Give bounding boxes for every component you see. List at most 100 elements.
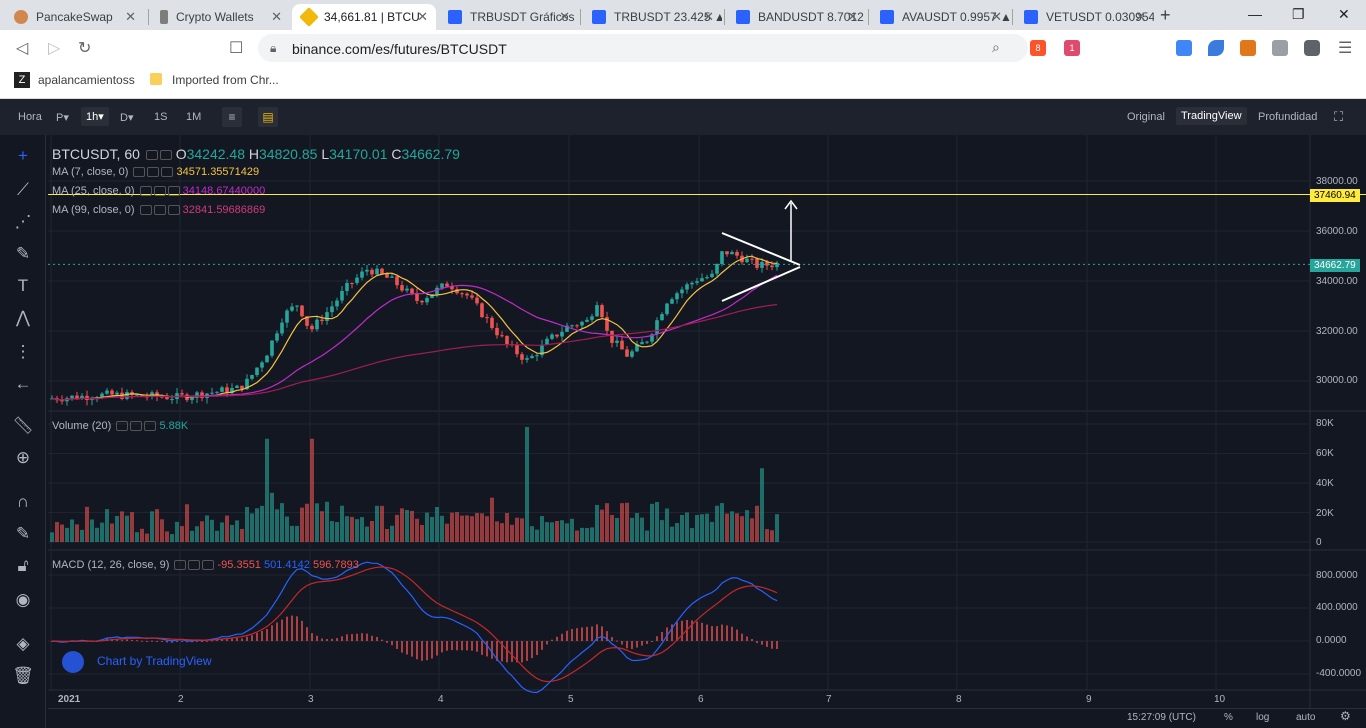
interval-hora[interactable]: Hora bbox=[18, 111, 42, 123]
settings-gear-icon[interactable]: ⚙ bbox=[1340, 709, 1351, 723]
tab-trbusdt[interactable]: TRBUSDT 23.425 ▲ ✕ bbox=[582, 4, 722, 30]
tab-avausdt[interactable]: AVAUSDT 0.9957 ▲ ✕ bbox=[870, 4, 1010, 30]
price-chart[interactable] bbox=[48, 135, 1366, 728]
volume-bar bbox=[745, 510, 749, 542]
tab-crypto-wallets[interactable]: Crypto Wallets ✕ bbox=[150, 4, 290, 30]
eye-icon[interactable] bbox=[139, 186, 152, 197]
close-icon[interactable]: ✕ bbox=[1135, 9, 1146, 24]
fib-icon[interactable]: ⋰ bbox=[14, 212, 32, 231]
view-original[interactable]: Original bbox=[1127, 111, 1165, 123]
new-tab-icon[interactable]: + bbox=[1160, 5, 1171, 25]
lock-drawing-icon[interactable]: ✎ bbox=[15, 524, 31, 543]
settings-icon[interactable] bbox=[130, 421, 143, 432]
ruler-icon[interactable]: 📏︎ bbox=[12, 416, 34, 435]
close-icon[interactable]: ✕ bbox=[125, 9, 136, 24]
puzzle-icon[interactable] bbox=[1304, 40, 1320, 56]
trash-icon[interactable]: 🗑︎ bbox=[12, 666, 34, 685]
magnet-icon[interactable]: ∩ bbox=[16, 492, 30, 511]
address-bar[interactable] bbox=[258, 34, 1028, 62]
close-icon[interactable] bbox=[167, 186, 180, 197]
close-icon[interactable]: ✕ bbox=[991, 9, 1002, 24]
tab-pancakeswap[interactable]: PancakeSwap ✕ bbox=[4, 4, 144, 30]
interval-p[interactable]: P▾ bbox=[56, 112, 69, 124]
lock-icon[interactable]: 🔒︎ bbox=[270, 41, 277, 55]
interval-1h[interactable]: 1h▾ bbox=[81, 107, 109, 126]
volume-bar bbox=[340, 505, 344, 542]
view-tradingview[interactable]: TradingView bbox=[1176, 107, 1247, 125]
interval-d[interactable]: D▾ bbox=[120, 112, 134, 124]
trend-line-icon[interactable]: ⟋ bbox=[17, 180, 29, 199]
lock-icon-tool[interactable]: 🔓︎ bbox=[17, 556, 29, 575]
eye-icon[interactable] bbox=[145, 150, 158, 161]
tradingview-watermark[interactable]: Chart by TradingView bbox=[97, 654, 212, 668]
reload-icon[interactable]: ↻ bbox=[78, 40, 92, 57]
volume-bar bbox=[775, 514, 779, 542]
close-icon[interactable]: ✕ bbox=[703, 9, 714, 24]
indicators-icon[interactable]: ▤ bbox=[258, 107, 278, 127]
close-icon[interactable]: ✕ bbox=[271, 9, 282, 24]
close-icon[interactable]: ✕ bbox=[559, 9, 570, 24]
candle-body bbox=[165, 397, 169, 400]
close-icon[interactable] bbox=[167, 205, 180, 216]
settings-sliders-icon[interactable]: ≡ bbox=[222, 107, 242, 127]
macd-histogram-bar bbox=[241, 638, 243, 641]
zoom-in-icon[interactable]: ⊕ bbox=[15, 448, 31, 467]
macd-histogram-bar bbox=[156, 641, 158, 642]
log-toggle[interactable]: log bbox=[1256, 712, 1270, 723]
macd-histogram-bar bbox=[571, 628, 573, 641]
brush-icon[interactable]: ✎ bbox=[15, 244, 31, 263]
tab-trbusdt-graficos[interactable]: TRBUSDT Gráficos y ✕ bbox=[438, 4, 578, 30]
tab-vetusdt[interactable]: VETUSDT 0.030954 ✕ bbox=[1014, 4, 1154, 30]
candle-body bbox=[90, 399, 94, 401]
prediction-icon[interactable]: ⋮ bbox=[14, 342, 32, 361]
eye-icon[interactable] bbox=[174, 560, 187, 571]
eye-icon[interactable]: ◉ bbox=[15, 590, 31, 609]
close-icon[interactable]: ✕ bbox=[847, 9, 858, 24]
metamask-icon[interactable] bbox=[1240, 40, 1256, 56]
settings-icon[interactable] bbox=[159, 150, 172, 161]
brave-rewards-icon[interactable]: 1 bbox=[1064, 40, 1080, 56]
percent-toggle[interactable]: % bbox=[1224, 712, 1233, 723]
fullscreen-icon[interactable]: ⛶ bbox=[1334, 109, 1344, 124]
bookmark-icon[interactable]: ☐ bbox=[229, 40, 244, 57]
eye-icon[interactable] bbox=[139, 205, 152, 216]
back-arrow-icon[interactable]: ← bbox=[14, 374, 32, 393]
layers-icon[interactable]: ◈ bbox=[16, 634, 30, 653]
eye-icon[interactable] bbox=[116, 421, 129, 432]
text-icon[interactable]: T bbox=[17, 276, 29, 295]
extension-feather-icon[interactable] bbox=[1208, 40, 1224, 56]
tab-binance-active[interactable]: 34,661.81 | BTCU ✕ bbox=[292, 4, 436, 30]
window-close-icon[interactable]: ✕ bbox=[1338, 6, 1350, 22]
minimize-icon[interactable]: — bbox=[1248, 6, 1262, 22]
forward-icon[interactable]: ▷ bbox=[48, 40, 61, 57]
tab-bandusdt[interactable]: BANDUSDT 8.7012 ▲✕ bbox=[726, 4, 866, 30]
close-icon[interactable]: ✕ bbox=[417, 9, 428, 24]
settings-icon[interactable] bbox=[153, 186, 166, 197]
bookmark-imported[interactable]: Imported from Chr... bbox=[172, 73, 279, 87]
bookmark-apalancamientoss[interactable]: apalancamientoss bbox=[38, 73, 135, 87]
back-icon[interactable]: ◁ bbox=[16, 40, 29, 57]
zoom-icon[interactable]: ⌕ bbox=[992, 39, 1000, 55]
settings-icon[interactable] bbox=[153, 205, 166, 216]
extension-icon[interactable] bbox=[1272, 40, 1288, 56]
crosshair-icon[interactable]: + bbox=[18, 146, 28, 165]
close-icon[interactable] bbox=[202, 560, 215, 571]
settings-icon[interactable] bbox=[188, 560, 201, 571]
close-icon[interactable] bbox=[161, 167, 174, 178]
settings-icon[interactable] bbox=[147, 167, 160, 178]
volume-bar bbox=[285, 516, 289, 542]
clock-utc[interactable]: 15:27:09 (UTC) bbox=[1127, 712, 1196, 723]
translate-icon[interactable] bbox=[1176, 40, 1192, 56]
close-icon[interactable] bbox=[144, 421, 157, 432]
brave-shield-icon[interactable]: 8 bbox=[1030, 40, 1046, 56]
maximize-icon[interactable]: ❐ bbox=[1292, 6, 1305, 22]
eye-icon[interactable] bbox=[133, 167, 146, 178]
view-profundidad[interactable]: Profundidad bbox=[1258, 111, 1318, 123]
url-text[interactable]: binance.com/es/futures/BTCUSDT bbox=[292, 41, 507, 57]
auto-toggle[interactable]: auto bbox=[1296, 712, 1316, 723]
interval-1m[interactable]: 1M bbox=[186, 111, 202, 123]
menu-icon[interactable]: ☰ bbox=[1338, 40, 1353, 57]
interval-1s[interactable]: 1S bbox=[154, 111, 168, 123]
pattern-icon[interactable]: ⋀ bbox=[16, 308, 30, 327]
volume-bar bbox=[300, 507, 304, 542]
